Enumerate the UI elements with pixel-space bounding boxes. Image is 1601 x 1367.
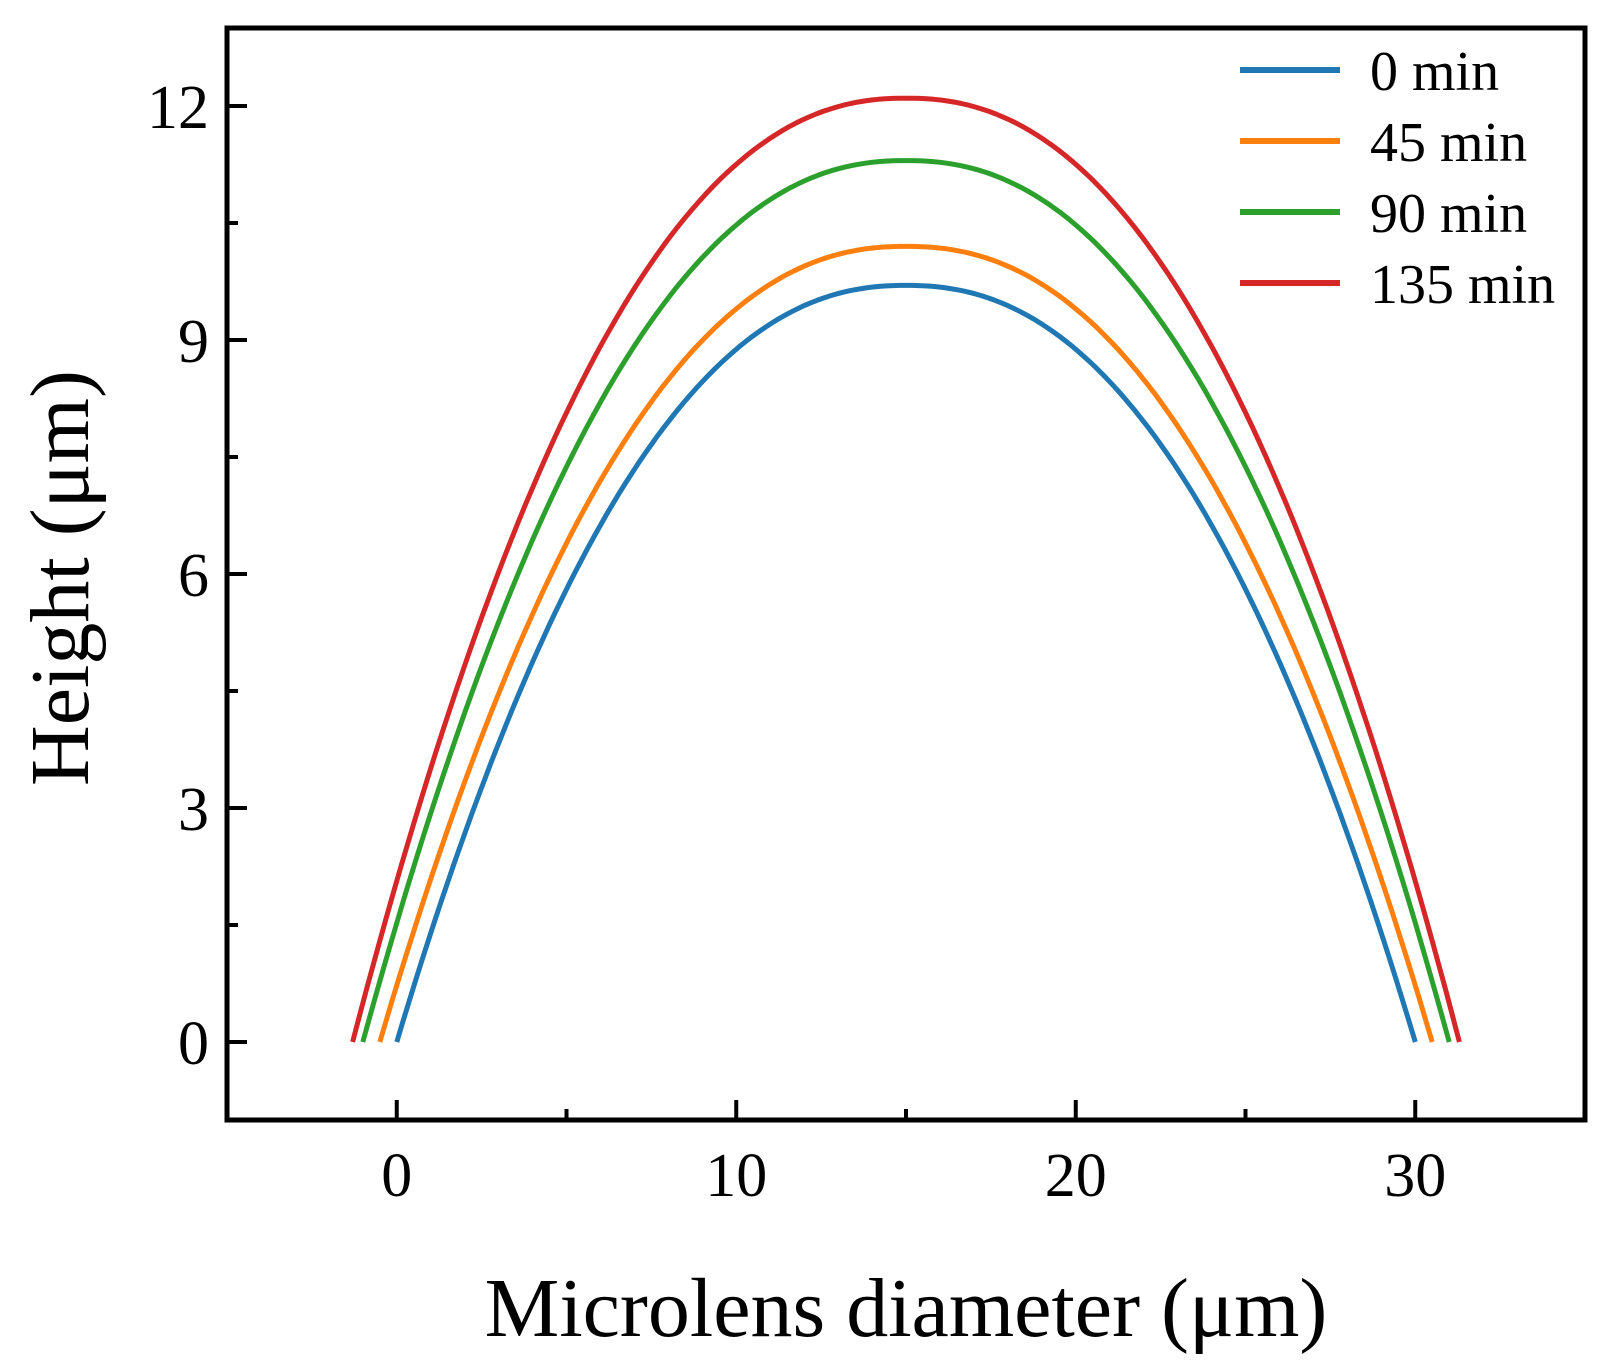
legend: 0 min 45 min 90 min 135 min	[1240, 41, 1555, 316]
x-tick-label: 30	[1384, 1142, 1446, 1210]
x-axis-ticks: 0 10 20 30	[381, 1100, 1446, 1210]
x-tick-label: 10	[705, 1142, 767, 1210]
legend-label-3: 135 min	[1370, 254, 1555, 316]
x-tick-label: 20	[1045, 1142, 1107, 1210]
legend-label-2: 90 min	[1370, 183, 1527, 245]
y-axis-title: Height (μm)	[14, 370, 107, 786]
y-tick-label: 12	[147, 74, 209, 142]
y-tick-label: 0	[178, 1010, 209, 1078]
series-line-0	[394, 282, 1418, 1043]
y-axis-ticks: 0 3 6 9 12	[147, 74, 247, 1078]
series-line-2	[360, 158, 1452, 1043]
y-tick-label: 3	[178, 776, 209, 844]
series-curves	[350, 95, 1462, 1043]
x-tick-label: 0	[381, 1142, 412, 1210]
y-tick-label: 9	[178, 308, 209, 376]
x-axis-title: Microlens diameter (μm)	[485, 1262, 1328, 1355]
legend-label-0: 0 min	[1370, 41, 1499, 103]
series-line-1	[377, 243, 1435, 1043]
legend-label-1: 45 min	[1370, 112, 1527, 174]
y-tick-label: 6	[178, 542, 209, 610]
series-line-3	[350, 95, 1462, 1043]
